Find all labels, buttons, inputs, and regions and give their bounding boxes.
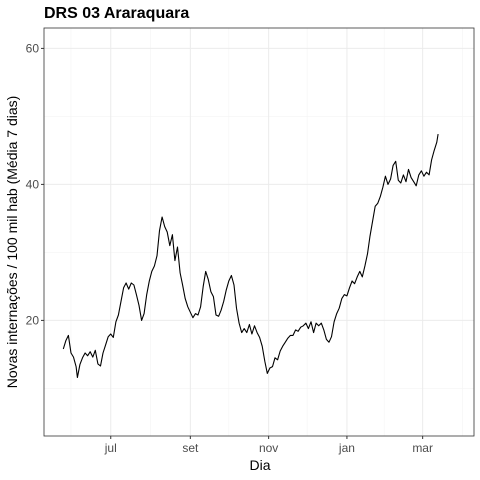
major-gridlines — [44, 28, 474, 436]
y-axis-title: Novas internações / 100 mil hab (Média 7… — [4, 96, 20, 389]
x-axis-title: Dia — [249, 457, 270, 473]
x-tick-label: jan — [338, 441, 355, 455]
y-tick-label: 20 — [26, 313, 40, 327]
y-axis: 20 40 60 — [26, 41, 44, 327]
x-tick-label: jul — [104, 441, 117, 455]
x-axis: jul set nov jan mar — [104, 436, 433, 455]
x-tick-label: mar — [412, 441, 433, 455]
y-tick-label: 40 — [26, 177, 40, 191]
x-tick-label: set — [182, 441, 199, 455]
series-line — [62, 134, 439, 379]
chart-title: DRS 03 Araraquara — [44, 5, 189, 22]
y-tick-label: 60 — [26, 41, 40, 55]
x-tick-label: nov — [259, 441, 278, 455]
panel-border — [43, 27, 475, 437]
minor-gridlines — [44, 28, 474, 436]
plot-panel — [43, 27, 475, 437]
